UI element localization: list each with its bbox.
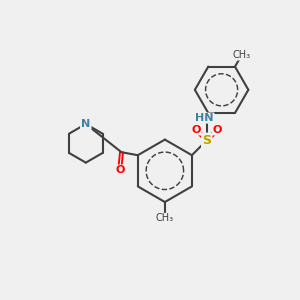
Text: O: O <box>192 125 201 135</box>
Text: CH₃: CH₃ <box>156 213 174 224</box>
Text: S: S <box>202 134 211 147</box>
Text: O: O <box>212 125 222 135</box>
Text: O: O <box>115 165 125 175</box>
Text: HN: HN <box>195 113 214 123</box>
Text: CH₃: CH₃ <box>232 50 251 60</box>
Text: N: N <box>81 119 90 129</box>
